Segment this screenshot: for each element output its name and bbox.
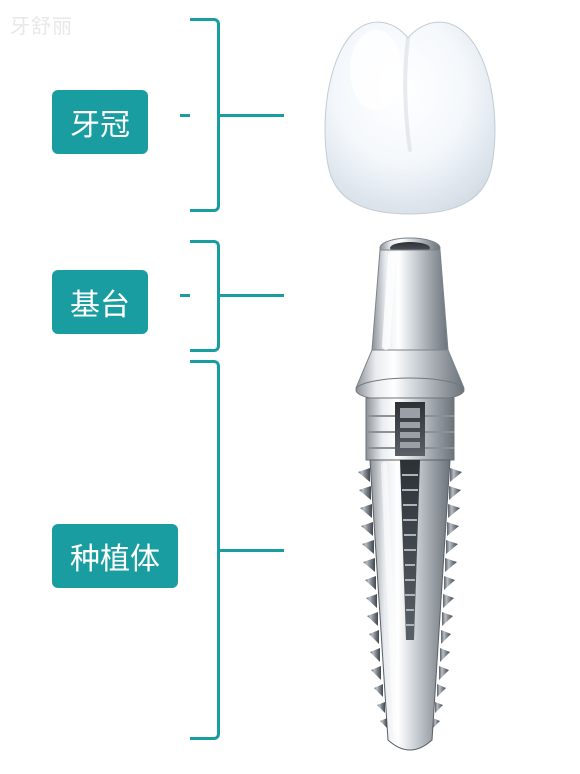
- label-implant-text: 种植体: [70, 543, 160, 576]
- connector-crown-right: [220, 114, 284, 117]
- abutment-shape: [356, 238, 464, 402]
- dental-implant-illustration: [280, 0, 540, 774]
- label-crown: 牙冠: [52, 90, 148, 154]
- crown-shape: [325, 22, 495, 214]
- connector-crown-left: [180, 114, 190, 117]
- label-abutment-text: 基台: [70, 289, 130, 322]
- label-abutment: 基台: [52, 270, 148, 334]
- implant-shape: [358, 398, 462, 750]
- connector-abutment-right: [220, 294, 284, 297]
- label-crown-text: 牙冠: [70, 109, 130, 142]
- bracket-crown: [190, 18, 220, 212]
- watermark-text: 牙舒丽: [10, 10, 73, 39]
- bracket-implant: [190, 360, 220, 740]
- bracket-abutment: [190, 240, 220, 352]
- connector-implant-right: [220, 549, 284, 552]
- label-implant: 种植体: [52, 524, 178, 588]
- connector-abutment-left: [180, 294, 190, 297]
